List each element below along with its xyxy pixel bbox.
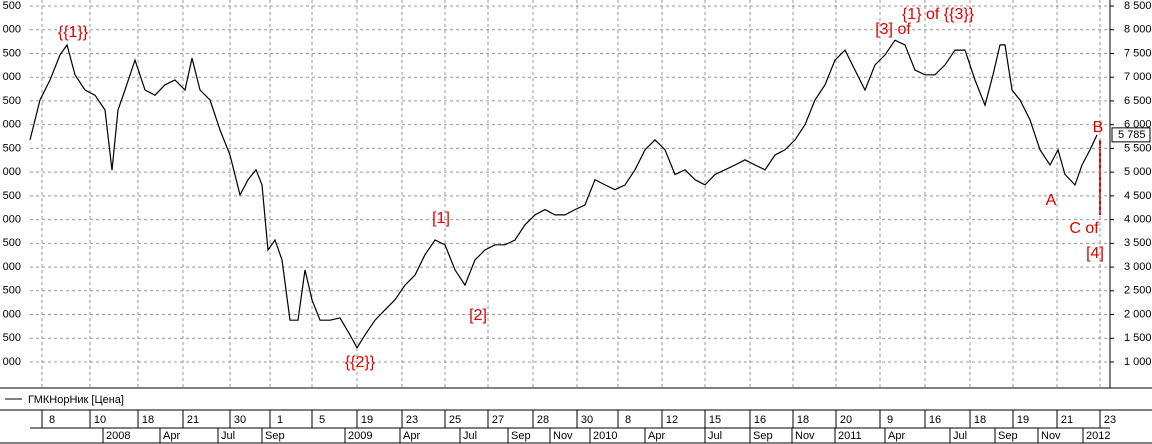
y-tick-label-left: 8 000 — [0, 24, 21, 36]
y-tick-label: 7 500 — [1124, 47, 1152, 59]
x-tick-label: 8 — [625, 414, 631, 426]
last-price-box — [1111, 127, 1151, 143]
month-label: Apr — [403, 430, 420, 442]
x-tick-label: 15 — [709, 414, 721, 426]
y-tick-label-left: 7 000 — [0, 71, 21, 83]
wave-label: {{2}} — [345, 354, 376, 371]
x-tick-label: 23 — [1104, 414, 1116, 426]
x-tick-label: 28 — [537, 414, 549, 426]
wave-label: B — [1093, 119, 1104, 136]
y-tick-label: 4 500 — [1124, 190, 1152, 202]
wave-label: [1] — [432, 210, 450, 227]
month-label: Jul — [463, 430, 477, 442]
wave-label: C of — [1069, 220, 1099, 237]
month-label: 2011 — [838, 430, 862, 442]
price-line — [29, 39, 1098, 349]
x-tick-label: 8 — [49, 414, 55, 426]
y-tick-label-left: 2 000 — [0, 308, 21, 320]
x-tick-label: 18 — [142, 414, 154, 426]
month-label: Sep — [998, 430, 1018, 442]
x-tick-label: 21 — [1061, 414, 1073, 426]
y-tick-label-left: 3 500 — [0, 237, 21, 249]
x-tick-label: 9 — [887, 414, 893, 426]
x-tick-label: 27 — [492, 414, 504, 426]
wave-label: [3] of — [875, 21, 911, 38]
month-label: Jul — [953, 430, 967, 442]
wave-label: [4] — [1086, 245, 1104, 262]
y-tick-label: 2 000 — [1124, 308, 1152, 320]
month-label: Jul — [221, 430, 235, 442]
wave-label: A — [1046, 192, 1057, 209]
y-tick-label-left: 4 000 — [0, 214, 21, 226]
y-tick-label-left: 3 000 — [0, 261, 21, 273]
y-tick-label-left: 5 000 — [0, 166, 21, 178]
y-tick-label-left: 8 500 — [0, 0, 21, 12]
month-label: Nov — [1041, 430, 1061, 442]
y-tick-label: 1 500 — [1124, 332, 1152, 344]
month-label: 2012 — [1086, 430, 1110, 442]
month-label: Jul — [708, 430, 722, 442]
y-tick-label-left: 2 500 — [0, 285, 21, 297]
y-tick-label: 2 500 — [1124, 285, 1152, 297]
month-label: Nov — [553, 430, 573, 442]
y-tick-label: 7 000 — [1124, 71, 1152, 83]
x-tick-label: 19 — [361, 414, 373, 426]
wave-label: {1} of {{3}} — [902, 6, 975, 23]
month-label: Apr — [648, 430, 665, 442]
month-label: 2008 — [106, 430, 130, 442]
month-label: 2009 — [348, 430, 372, 442]
y-tick-label: 6 000 — [1124, 119, 1152, 131]
month-label: Nov — [795, 430, 815, 442]
y-tick-label: 1 000 — [1124, 356, 1152, 368]
y-tick-label-left: 6 000 — [0, 119, 21, 131]
x-tick-label: 25 — [449, 414, 461, 426]
wave-label: [2] — [469, 307, 487, 324]
y-tick-label: 8 500 — [1124, 0, 1152, 12]
y-tick-label: 8 000 — [1124, 24, 1152, 36]
x-tick-label: 19 — [1017, 414, 1029, 426]
x-tick-label: 30 — [234, 414, 246, 426]
last-price-label: 5 785 — [1118, 129, 1146, 141]
x-tick-label: 23 — [406, 414, 418, 426]
wave-label: {{1}} — [58, 24, 89, 41]
x-tick-label: 30 — [581, 414, 593, 426]
month-label: 2010 — [593, 430, 617, 442]
y-tick-label: 6 500 — [1124, 95, 1152, 107]
y-tick-label: 3 500 — [1124, 237, 1152, 249]
x-tick-label: 10 — [94, 414, 106, 426]
x-tick-label: 18 — [797, 414, 809, 426]
y-tick-label-left: 5 500 — [0, 142, 21, 154]
x-tick-label: 16 — [754, 414, 766, 426]
y-tick-label-left: 1 500 — [0, 332, 21, 344]
month-label: Sep — [511, 430, 531, 442]
month-label: Sep — [753, 430, 773, 442]
month-label: Apr — [888, 430, 905, 442]
x-tick-label: 20 — [840, 414, 852, 426]
month-label: Sep — [265, 430, 285, 442]
x-tick-label: 16 — [929, 414, 941, 426]
y-tick-label-left: 1 000 — [0, 356, 21, 368]
y-tick-label: 5 500 — [1124, 142, 1152, 154]
y-tick-label: 4 000 — [1124, 214, 1152, 226]
y-tick-label-left: 6 500 — [0, 95, 21, 107]
y-tick-label: 5 000 — [1124, 166, 1152, 178]
y-tick-label: 3 000 — [1124, 261, 1152, 273]
x-tick-label: 12 — [666, 414, 678, 426]
legend-label: ГМКНорНик [Цена] — [28, 394, 124, 406]
y-tick-label-left: 7 500 — [0, 47, 21, 59]
x-tick-label: 18 — [974, 414, 986, 426]
x-tick-label: 21 — [187, 414, 199, 426]
month-label: Apr — [163, 430, 180, 442]
x-tick-label: 1 — [277, 414, 283, 426]
x-tick-label: 5 — [319, 414, 325, 426]
y-tick-label-left: 4 500 — [0, 190, 21, 202]
